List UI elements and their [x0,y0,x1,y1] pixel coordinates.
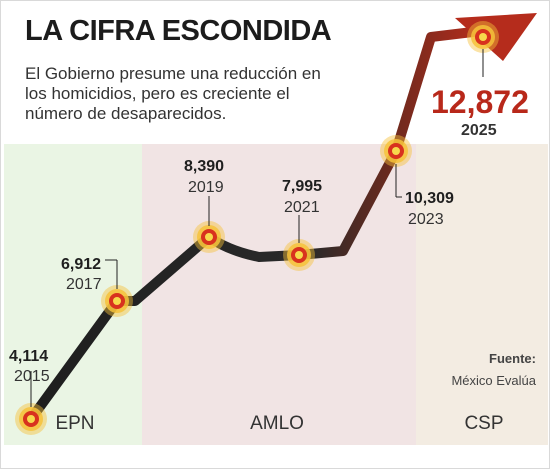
band-label-epn: EPN [55,413,94,434]
value-label-2017: 6,912 [61,256,101,273]
subtitle: El Gobierno presume una reducción en los… [25,64,321,123]
year-label-2021: 2021 [284,199,320,216]
band-label-amlo: AMLO [250,413,304,434]
data-point-2019 [193,221,225,253]
year-label-2019: 2019 [188,179,224,196]
year-label-2015: 2015 [14,368,50,385]
data-point-2021 [283,239,315,271]
source-label: Fuente: [489,351,536,366]
value-label-2025: 12,872 [431,84,529,120]
band-csp [416,144,548,445]
source-name: México Evalúa [451,373,536,388]
value-label-2015: 4,114 [9,348,48,365]
trend-arrowhead [455,13,537,61]
data-point-2023 [380,135,412,167]
page-title: LA CIFRA ESCONDIDA [25,15,332,47]
year-label-2023: 2023 [408,211,444,228]
value-label-2019: 8,390 [184,158,224,175]
band-label-csp: CSP [464,413,503,434]
data-point-2017 [101,285,133,317]
year-label-2025: 2025 [461,122,497,139]
data-point-2015 [15,403,47,435]
value-label-2021: 7,995 [282,178,322,195]
value-label-2023: 10,309 [405,190,454,207]
year-label-2017: 2017 [66,276,102,293]
data-point-2025 [467,21,499,53]
